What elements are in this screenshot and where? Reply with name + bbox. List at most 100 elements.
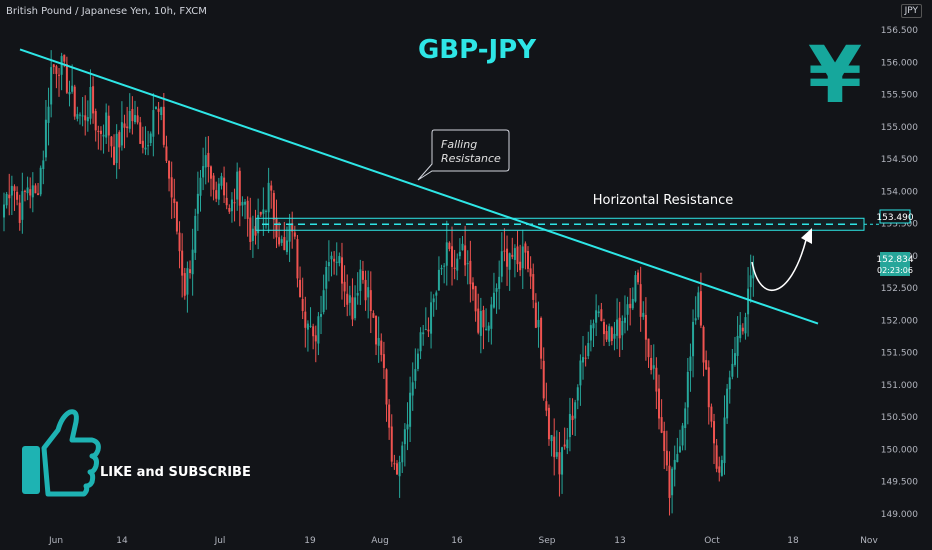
candle-body bbox=[477, 308, 480, 333]
candle-body bbox=[244, 201, 247, 205]
candle-body bbox=[534, 302, 537, 328]
candle-body bbox=[340, 257, 343, 284]
y-tick-label: 150.500 bbox=[881, 413, 918, 423]
candle-body bbox=[474, 286, 477, 312]
candle-body bbox=[325, 266, 328, 289]
candle-body bbox=[105, 112, 108, 138]
candle-body bbox=[720, 460, 723, 476]
candle-body bbox=[215, 190, 218, 199]
candle-body bbox=[587, 343, 590, 357]
candle-body bbox=[540, 317, 543, 359]
x-tick-label: 18 bbox=[787, 536, 799, 546]
candle-body bbox=[419, 332, 422, 352]
candle-body bbox=[574, 402, 577, 419]
candle-body bbox=[73, 86, 76, 117]
candle-body bbox=[529, 268, 532, 277]
candle-body bbox=[733, 353, 736, 365]
candle-body bbox=[141, 140, 144, 148]
candle-body bbox=[692, 321, 695, 357]
candle-body bbox=[409, 392, 412, 427]
candle-body bbox=[249, 217, 252, 242]
candle-body bbox=[610, 327, 613, 341]
candle-body bbox=[380, 340, 383, 355]
candle-body bbox=[550, 435, 553, 442]
candle-body bbox=[162, 106, 165, 145]
candle-body bbox=[731, 363, 734, 377]
candle-body bbox=[644, 314, 647, 340]
candle-body bbox=[545, 401, 548, 411]
candle-body bbox=[322, 290, 325, 313]
candle-body bbox=[401, 445, 404, 463]
candle-body bbox=[736, 335, 739, 356]
candle-body bbox=[76, 114, 79, 119]
candle-body bbox=[613, 333, 616, 339]
candle-body bbox=[547, 407, 550, 440]
candle-body bbox=[372, 313, 375, 318]
projection-arrow bbox=[751, 239, 807, 291]
candle-body bbox=[718, 466, 721, 473]
candle-body bbox=[681, 425, 684, 446]
candle-body bbox=[346, 293, 349, 305]
candle-body bbox=[134, 115, 136, 123]
candle-body bbox=[136, 115, 139, 123]
candle-body bbox=[495, 288, 498, 292]
candle-body bbox=[154, 106, 157, 110]
candle-body bbox=[29, 189, 32, 196]
candle-body bbox=[3, 204, 5, 218]
candle-body bbox=[63, 54, 66, 62]
candle-body bbox=[511, 254, 514, 257]
candle-body bbox=[113, 146, 116, 165]
candle-body bbox=[275, 217, 278, 238]
candle-body bbox=[202, 166, 205, 178]
svg-text:153.490: 153.490 bbox=[876, 213, 913, 223]
candle-body bbox=[173, 198, 176, 204]
candle-body bbox=[398, 461, 401, 477]
candle-body bbox=[553, 436, 556, 458]
y-tick-label: 155.000 bbox=[881, 123, 918, 133]
candle-body bbox=[568, 413, 571, 438]
y-tick-label: 154.500 bbox=[881, 155, 918, 165]
x-tick-label: Sep bbox=[539, 536, 556, 546]
candle-body bbox=[595, 310, 598, 323]
candle-body bbox=[306, 323, 309, 330]
candle-body bbox=[288, 223, 291, 242]
candle-body bbox=[55, 66, 58, 74]
candle-body bbox=[388, 404, 391, 428]
projection-arrowhead bbox=[801, 228, 812, 244]
candle-body bbox=[160, 107, 163, 115]
x-tick-label: Nov bbox=[860, 536, 878, 546]
candle-body bbox=[10, 185, 13, 196]
candle-body bbox=[482, 310, 485, 328]
candle-body bbox=[411, 382, 414, 396]
y-tick-label: 152.000 bbox=[881, 316, 918, 326]
candle-body bbox=[642, 312, 645, 317]
candle-body bbox=[220, 176, 223, 186]
candle-body bbox=[186, 268, 189, 295]
candle-body bbox=[597, 311, 600, 314]
candle-body bbox=[655, 367, 658, 392]
candle-body bbox=[571, 415, 574, 421]
candle-body bbox=[348, 295, 351, 303]
candle-body bbox=[665, 450, 668, 466]
candle-body bbox=[44, 119, 47, 158]
candle-body bbox=[312, 326, 315, 337]
x-tick-label: Jun bbox=[48, 536, 63, 546]
candle-body bbox=[684, 408, 687, 428]
candle-body bbox=[246, 200, 249, 219]
candle-body bbox=[650, 357, 653, 371]
candle-body bbox=[39, 167, 42, 195]
candle-body bbox=[723, 417, 726, 464]
like-subscribe-text[interactable]: LIKE and SUBSCRIBE bbox=[100, 465, 251, 480]
candle-body bbox=[50, 67, 53, 105]
candle-body bbox=[343, 281, 346, 292]
candle-body bbox=[367, 287, 370, 298]
y-tick-label: 149.000 bbox=[881, 510, 918, 520]
candle-body bbox=[18, 202, 21, 223]
candle-body bbox=[728, 377, 731, 390]
candle-body bbox=[351, 297, 354, 320]
candle-body bbox=[471, 282, 474, 290]
svg-text:02:23:06: 02:23:06 bbox=[877, 266, 913, 275]
candle-body bbox=[710, 406, 713, 422]
candle-body bbox=[747, 288, 750, 315]
candle-body bbox=[123, 123, 126, 128]
